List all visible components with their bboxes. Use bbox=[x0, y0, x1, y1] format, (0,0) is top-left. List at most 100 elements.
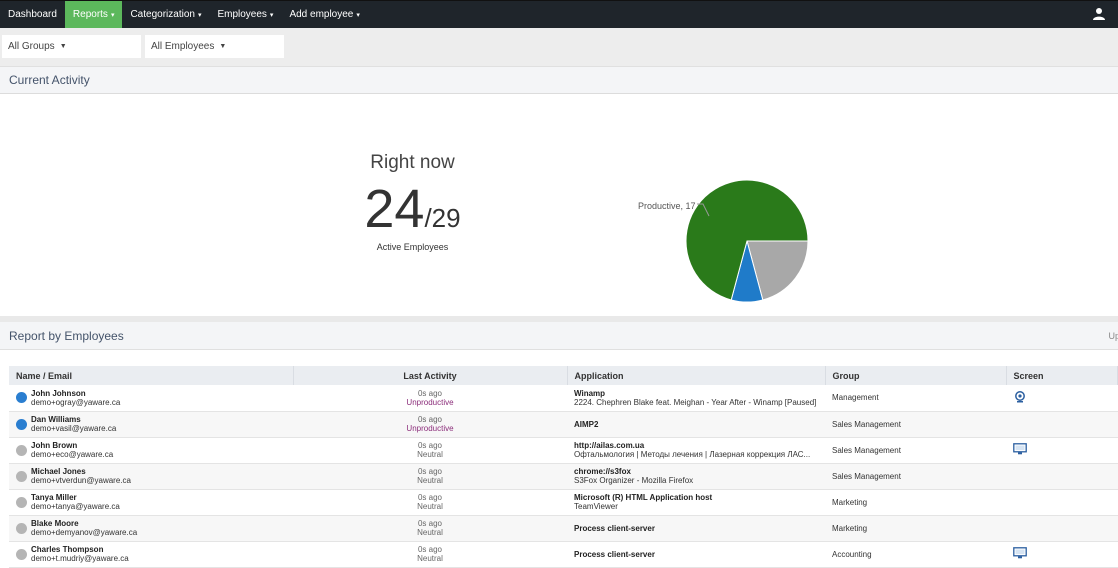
groups-dropdown[interactable]: All Groups ▼ bbox=[2, 35, 141, 58]
application-name: Process client-server bbox=[574, 523, 655, 533]
status-dot-icon bbox=[16, 392, 27, 404]
application-cell: AIMP2 bbox=[567, 411, 825, 438]
screen-cell bbox=[1006, 437, 1118, 464]
screen-cell bbox=[1006, 541, 1118, 568]
right-now-summary: Right now 24/29 Active Employees bbox=[330, 152, 495, 252]
table-row[interactable]: John Brown demo+eco@yaware.ca 0s ago Neutra… bbox=[9, 437, 1118, 464]
employee-email: demo+tanya@yaware.ca bbox=[31, 502, 120, 511]
last-activity-time: 0s ago bbox=[417, 467, 443, 476]
table-row[interactable]: Tanya Miller demo+tanya@yaware.ca 0s ago Ne… bbox=[9, 489, 1118, 516]
nav-categorization[interactable]: Categorization ▾ bbox=[130, 9, 202, 20]
current-activity-title: Current Activity bbox=[9, 73, 90, 87]
productivity-status: Neutral bbox=[417, 528, 443, 537]
last-activity-cell: 0s ago Neutral bbox=[293, 463, 567, 490]
pie-slice-productive[interactable] bbox=[685, 179, 809, 301]
last-activity-cell: 0s ago Neutral bbox=[293, 489, 567, 516]
active-count: 24/29 bbox=[330, 182, 495, 236]
status-dot-icon bbox=[16, 470, 27, 482]
employee-name[interactable]: Dan Williams bbox=[31, 415, 81, 424]
application-name: http://ailas.com.ua bbox=[574, 441, 645, 450]
employee-name[interactable]: John Brown bbox=[31, 441, 78, 450]
name-cell: Michael Jones demo+vtverdun@yaware.ca bbox=[9, 463, 293, 490]
report-table-panel: Name / Email Last Activity Application G… bbox=[0, 350, 1118, 568]
employee-name[interactable]: Charles Thompson bbox=[31, 545, 104, 554]
chevron-down-icon: ▾ bbox=[356, 11, 360, 19]
screen-cell bbox=[1006, 463, 1118, 490]
screen-cell bbox=[1006, 411, 1118, 438]
pie-slice-uncategorized[interactable] bbox=[746, 240, 809, 301]
col-name[interactable]: Name / Email bbox=[9, 366, 294, 385]
employee-table: Name / Email Last Activity Application G… bbox=[9, 366, 1118, 568]
user-icon[interactable] bbox=[1092, 7, 1106, 21]
active-employees-label: Active Employees bbox=[376, 242, 449, 252]
last-activity-cell: 0s ago Neutral bbox=[293, 515, 567, 542]
application-cell: Winamp 2224. Chephren Blake feat. Meighan… bbox=[567, 385, 825, 412]
group-cell: Sales Management bbox=[825, 463, 1006, 490]
caret-down-icon: ▼ bbox=[59, 43, 67, 50]
current-activity-header: Current Activity bbox=[0, 66, 1118, 94]
employee-name[interactable]: Blake Moore bbox=[31, 519, 79, 528]
application-cell: http://ailas.com.ua Офтальмология | Метод… bbox=[567, 437, 825, 464]
group-cell: Sales Management bbox=[825, 437, 1006, 464]
col-application[interactable]: Application bbox=[567, 366, 826, 385]
report-title: Report by Employees bbox=[9, 328, 124, 343]
monitor-icon[interactable] bbox=[1013, 443, 1027, 455]
last-activity-time: 0s ago bbox=[417, 388, 443, 398]
application-cell: Microsoft (R) HTML Application host TeamV… bbox=[567, 489, 825, 516]
productivity-status: Unproductive bbox=[406, 424, 454, 433]
application-name: Microsoft (R) HTML Application host bbox=[574, 493, 713, 502]
application-name: AIMP2 bbox=[574, 419, 599, 429]
table-row[interactable]: Dan Williams demo+vasil@yaware.ca 0s ago Un… bbox=[9, 411, 1118, 438]
filter-bar: All Groups ▼ All Employees ▼ bbox=[0, 28, 1118, 66]
last-activity-time: 0s ago bbox=[417, 545, 443, 554]
report-header: Report by Employees Up bbox=[0, 322, 1118, 350]
employee-email: demo+vtverdun@yaware.ca bbox=[31, 476, 131, 485]
name-cell: Tanya Miller demo+tanya@yaware.ca bbox=[9, 489, 293, 516]
status-dot-icon bbox=[16, 418, 27, 430]
group-cell: Accounting bbox=[825, 541, 1006, 568]
name-cell: Blake Moore demo+demyanov@yaware.ca bbox=[9, 515, 293, 542]
group-cell: Sales Management bbox=[825, 411, 1006, 438]
employee-name[interactable]: Michael Jones bbox=[31, 467, 86, 476]
monitor-icon[interactable] bbox=[1013, 547, 1027, 559]
table-row[interactable]: Blake Moore demo+demyanov@yaware.ca 0s ago… bbox=[9, 515, 1118, 542]
pie-label-productive: Productive, 17 bbox=[638, 201, 696, 211]
name-cell: Dan Williams demo+vasil@yaware.ca bbox=[9, 411, 293, 438]
nav-dashboard[interactable]: Dashboard bbox=[8, 9, 57, 20]
application-detail: TeamViewer bbox=[574, 502, 618, 511]
last-activity-cell: 0s ago Unproductive bbox=[293, 411, 567, 438]
pie-leader-line bbox=[697, 203, 710, 217]
nav-employees[interactable]: Employees ▾ bbox=[217, 9, 274, 20]
employees-dropdown[interactable]: All Employees ▼ bbox=[145, 35, 284, 58]
employee-email: demo+t.mudriy@yaware.ca bbox=[31, 554, 129, 563]
chevron-down-icon: ▾ bbox=[110, 11, 115, 19]
employee-email: demo+eco@yaware.ca bbox=[31, 450, 114, 459]
name-cell: John Johnson demo+ogray@yaware.ca bbox=[9, 385, 293, 412]
col-group[interactable]: Group bbox=[825, 366, 1007, 385]
group-cell: Marketing bbox=[825, 489, 1006, 516]
nav-add-employee[interactable]: Add employee ▾ bbox=[289, 9, 360, 20]
employee-name[interactable]: John Johnson bbox=[31, 388, 86, 398]
col-screen[interactable]: Screen bbox=[1006, 366, 1118, 385]
group-cell: Management bbox=[825, 385, 1006, 412]
application-detail: Офтальмология | Методы лечения | Лазерна… bbox=[574, 450, 811, 459]
nav-reports[interactable]: Reports ▾ bbox=[64, 1, 123, 28]
activity-pie-chart: Productive, 17Uncategorized, 5Unproducti… bbox=[638, 179, 809, 303]
table-row[interactable]: Michael Jones demo+vtverdun@yaware.ca 0s a… bbox=[9, 463, 1118, 490]
last-activity-time: 0s ago bbox=[417, 519, 443, 528]
webcam-icon[interactable] bbox=[1013, 390, 1027, 403]
application-cell: Process client-server bbox=[567, 515, 825, 542]
update-link[interactable]: Up bbox=[1108, 330, 1118, 341]
screen-cell bbox=[1006, 489, 1118, 516]
table-row[interactable]: Charles Thompson demo+t.mudriy@yaware.ca 0… bbox=[9, 541, 1118, 568]
status-dot-icon bbox=[16, 444, 27, 456]
col-last-activity[interactable]: Last Activity bbox=[293, 366, 568, 385]
table-row[interactable]: John Johnson demo+ogray@yaware.ca 0s ago Un… bbox=[9, 385, 1118, 412]
active-number: 24 bbox=[364, 179, 425, 239]
chevron-down-icon: ▾ bbox=[197, 11, 202, 19]
status-dot-icon bbox=[16, 522, 27, 534]
employee-email: demo+demyanov@yaware.ca bbox=[31, 528, 138, 537]
employee-name[interactable]: Tanya Miller bbox=[31, 493, 77, 502]
application-cell: Process client-server bbox=[567, 541, 825, 568]
top-nav: Dashboard Reports ▾ Categorization ▾ Emplo… bbox=[0, 0, 1118, 28]
